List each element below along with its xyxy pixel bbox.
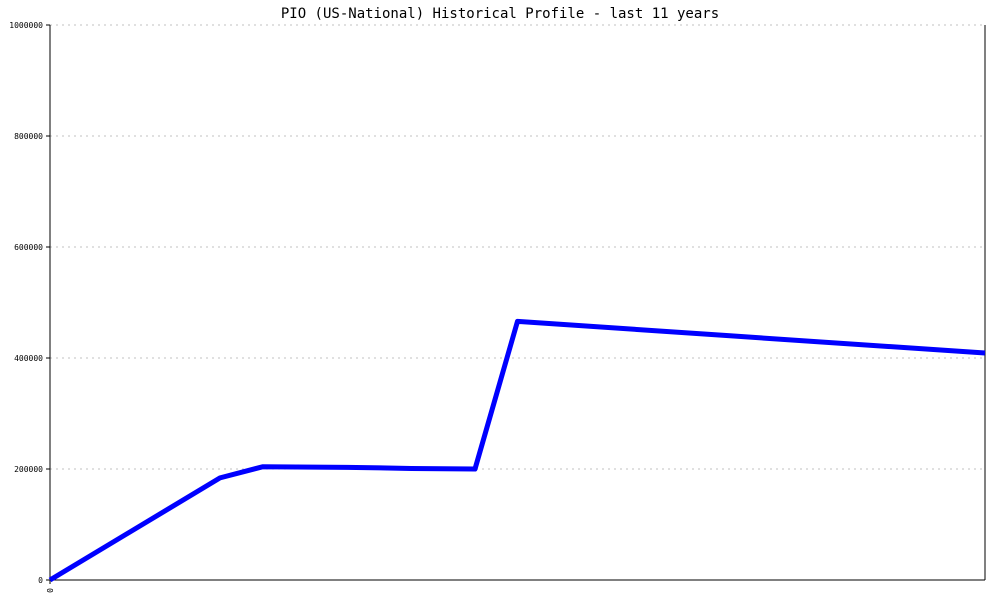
x-tick-label: 0 xyxy=(46,588,55,593)
x-axis-ticks: 0 xyxy=(46,580,55,593)
y-tick-label: 1000000 xyxy=(9,21,43,30)
y-tick-label: 200000 xyxy=(14,465,43,474)
gridlines xyxy=(50,24,985,470)
y-tick-label: 600000 xyxy=(14,243,43,252)
y-tick-label: 0 xyxy=(38,576,43,585)
series-line xyxy=(48,318,986,583)
y-tick-label: 400000 xyxy=(14,354,43,363)
y-tick-label: 800000 xyxy=(14,132,43,141)
series-layer xyxy=(48,318,986,583)
y-axis-ticks: 0 200000 400000 600000 800000 1000000 xyxy=(9,21,50,585)
chart-title: PIO (US-National) Historical Profile - l… xyxy=(281,6,719,22)
